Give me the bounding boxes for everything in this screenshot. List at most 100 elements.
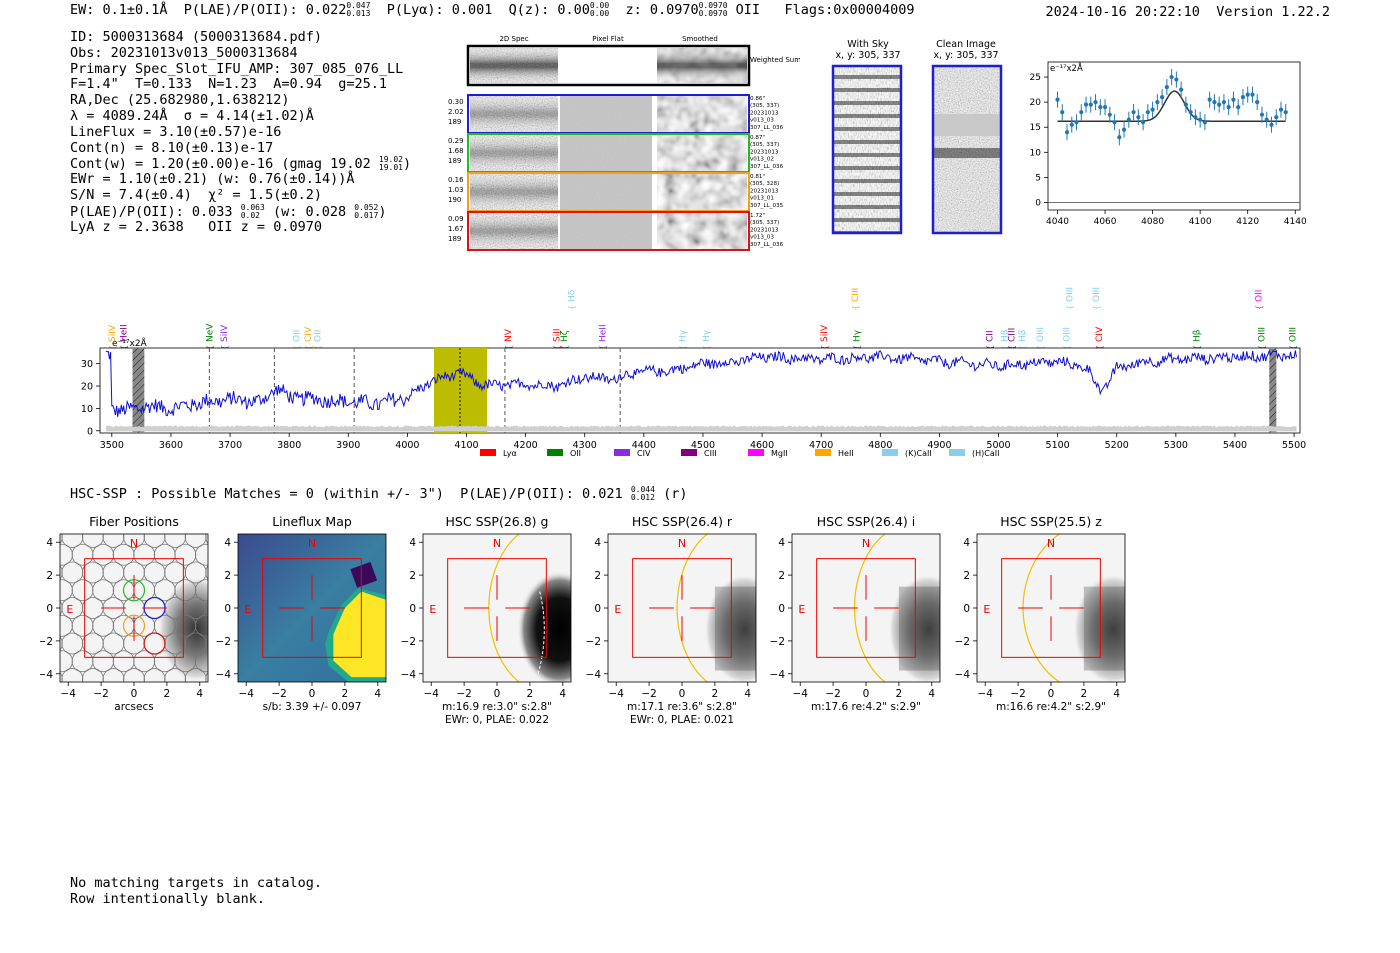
col-title-flat: Pixel Flat (592, 35, 624, 43)
hsc-panel-xlabel: m:16.9 re:3.0" s:2.8" (442, 701, 552, 713)
svg-text:(K)CaII: (K)CaII (905, 449, 932, 458)
y-tick-label: 2 (409, 570, 416, 582)
hsc-panel: Lineflux Map N E −4 −4 −2 −2 0 0 2 2 4 4 s/b: 3.39 +/… (216, 514, 387, 713)
svg-text:Hγ: Hγ (678, 329, 688, 342)
svg-text:HeII: HeII (120, 324, 130, 342)
svg-text:{: { (304, 345, 313, 350)
data-point (1112, 120, 1117, 125)
data-point (1160, 95, 1165, 100)
weighted-sum-label: Weighted Sum (750, 56, 800, 64)
y-tick-label: −2 (770, 636, 785, 648)
fiber-circle (81, 668, 104, 682)
fiber-circle (60, 636, 63, 651)
data-point (1183, 102, 1188, 107)
fiber-circle (164, 561, 187, 584)
svg-text:Hδ: Hδ (568, 289, 578, 302)
data-point (1221, 100, 1227, 105)
fiber-circle (164, 668, 187, 682)
svg-text:{: { (1288, 345, 1297, 350)
fiber-circle (60, 614, 73, 637)
y-tick-label: 2 (46, 570, 53, 582)
cutout-right-label: 307_LL_036 (750, 125, 784, 131)
x-tick-label: 4 (928, 688, 935, 700)
svg-text:OII: OII (314, 330, 324, 342)
data-point (1259, 112, 1265, 117)
data-point (1188, 110, 1193, 115)
legend-item: OII (547, 449, 581, 458)
x-tick-label: 2 (342, 688, 349, 700)
y-tick-label: 15 (1030, 123, 1041, 133)
svg-text:OII: OII (1255, 290, 1265, 302)
cutout-right-label: 0.87" (750, 135, 765, 141)
y-tick-label: 30 (81, 359, 93, 370)
svg-text:{: { (1063, 345, 1072, 350)
north-label: N (130, 537, 138, 550)
svg-text:{: { (702, 345, 711, 350)
fiber-circle (174, 579, 197, 602)
svg-text:{: { (1258, 345, 1267, 350)
x-tick-label: 2 (896, 688, 903, 700)
timestamp-version: 2024-10-16 20:22:10 Version 1.22.2 (1046, 4, 1331, 20)
observation-id: Obs: 20231013v013_5000313684 (70, 44, 298, 61)
data-point (1274, 115, 1279, 120)
x-tick-label: 4500 (691, 440, 715, 451)
fiber-circle (61, 632, 84, 655)
line-fit-chart: e⁻¹⁷x2Å 4040 4060 4080 4100 4120 4140 0 5 10 15 20… (1030, 61, 1307, 227)
y-tick-label: 10 (1030, 148, 1042, 158)
fiber-circle (102, 561, 125, 584)
cutout-left-label: 190 (448, 196, 461, 204)
svg-text:Hγ: Hγ (702, 329, 712, 342)
spectra-cutouts: 2D Spec Pixel Flat Smoothed Weighted Sum… (448, 35, 800, 251)
x-tick-label: −2 (1010, 688, 1025, 700)
cutout-right-label: 0.81" (750, 174, 765, 180)
x-tick-label: 4800 (868, 440, 892, 451)
redshifts: LyA z = 2.3638 OII z = 0.0970 (70, 218, 322, 235)
east-label: E (983, 603, 990, 616)
svg-text:CIV: CIV (304, 326, 314, 342)
svg-text:CIII: CIII (851, 288, 861, 302)
x-tick-label: −4 (608, 688, 624, 700)
emission-line-label: OIII { (1065, 287, 1075, 310)
fiber-circle (60, 600, 63, 616)
plae-ratio: P(LAE)/P(OII): 0.033 0.063 0.02 (w: 0.028… (70, 202, 387, 220)
svg-text:{: { (205, 345, 214, 350)
cutout-row: 0.29 1.68 189 0.87"(305, 337)20231013 v013_0… (448, 133, 784, 173)
svg-text:SiII: SiII (552, 328, 562, 342)
cutout-right-label: v013_03 (750, 118, 774, 124)
x-tick-label: −2 (641, 688, 656, 700)
fiber-circle (174, 543, 197, 566)
svg-text:{: { (986, 345, 995, 350)
x-tick-label: 2 (1081, 688, 1088, 700)
y-tick-label: −4 (40, 669, 53, 681)
hsc-panel: HSC SSP(25.5) z N E −4 −4 −2 −2 0 0 2 2 4 4 m:16.6 re… (955, 514, 1126, 713)
x-tick-label: 0 (1048, 688, 1055, 700)
qz-value: Q(z): 0.00 (508, 2, 590, 18)
x-tick-label: 3600 (159, 440, 183, 451)
data-point (1145, 110, 1150, 115)
x-tick-label: 4300 (573, 440, 597, 451)
emission-line-label: OIII { (1092, 287, 1102, 310)
fiber-circle (153, 614, 176, 637)
svg-text:OII: OII (570, 449, 581, 458)
line-fit-frame (1047, 61, 1301, 211)
fiber-circle (60, 579, 73, 602)
x-tick-label: 4600 (750, 440, 774, 451)
data-point (1179, 87, 1184, 92)
emission-line-label: HeII { (598, 324, 608, 350)
y-tick-label: 4 (409, 537, 416, 549)
emission-line-label: CIV { (1095, 326, 1105, 350)
ew-plae: EW: 0.1±0.1Å P(LAE)/P(OII): 0.022 (70, 2, 347, 18)
hsc-panel: HSC SSP(26.4) r N E −4 −4 −2 −2 0 0 2 2 4 4 m:17.1 re… (586, 514, 757, 726)
emission-line-label: Hζ { (560, 330, 570, 350)
x-tick-label: −4 (60, 688, 76, 700)
east-label: E (429, 603, 436, 616)
x-tick-label: 2 (164, 688, 171, 700)
flags-value: Flags:0x00004009 (784, 2, 915, 18)
line-window-band (433, 348, 488, 433)
x-tick-label: 5500 (1282, 440, 1306, 451)
data-point (1069, 122, 1074, 127)
y-tick-label: 5 (1035, 173, 1041, 183)
fiber-circle (205, 534, 208, 545)
x-tick-label: 3700 (218, 440, 242, 451)
full-spectrum-chart: SiIV{HeII{NeV{SiIV{OII{CIV{OII{NV{SiII{H… (81, 287, 1306, 458)
